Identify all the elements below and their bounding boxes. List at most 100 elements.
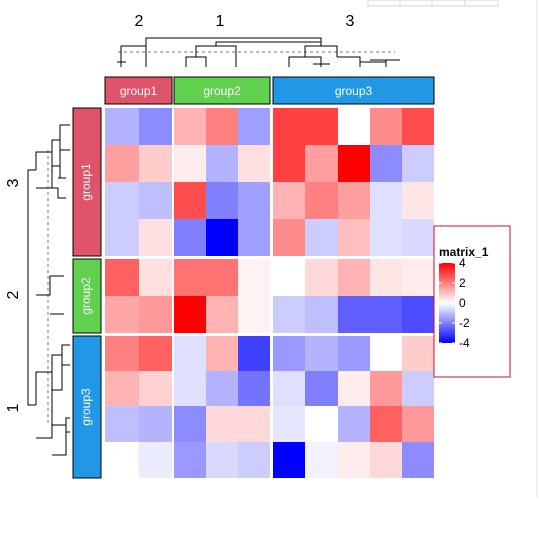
heatmap-cell <box>105 108 139 145</box>
heatmap-cell <box>238 442 270 478</box>
heatmap-cell <box>370 145 402 182</box>
heatmap-cell <box>174 182 206 219</box>
column-group-label: group2 <box>203 84 241 98</box>
heatmap-cell <box>206 442 238 478</box>
heatmap-cell <box>174 296 206 333</box>
heatmap-cell <box>402 108 434 145</box>
legend-tick-label: -4 <box>459 336 470 350</box>
heatmap-cell <box>370 336 402 371</box>
heatmap-cell <box>338 442 370 478</box>
row-dendrogram-branch <box>35 371 53 439</box>
row-cluster-label: 1 <box>5 403 22 412</box>
legend-tick-label: -2 <box>459 316 470 330</box>
heatmap-cell <box>338 371 370 406</box>
heatmap-cell <box>238 145 270 182</box>
heatmap-cell <box>305 145 338 182</box>
heatmap-cell <box>206 145 238 182</box>
heatmap-cell <box>402 296 434 333</box>
heatmap-cell <box>370 259 402 296</box>
heatmap-cell <box>273 336 305 371</box>
heatmap-cell <box>370 406 402 442</box>
heatmap-cell <box>305 406 338 442</box>
heatmap-cell <box>402 442 434 478</box>
heatmap-cell <box>238 108 270 145</box>
heatmap-cell <box>370 108 402 145</box>
heatmap-cell <box>338 145 370 182</box>
heatmap-cell <box>206 182 238 219</box>
column-dendrogram-labels: 2 1 3 <box>135 13 355 30</box>
row-group-box <box>72 335 102 479</box>
heatmap-cell <box>105 336 139 371</box>
heatmap-cell <box>139 406 172 442</box>
heatmap-cell <box>305 182 338 219</box>
heatmap-cell <box>402 406 434 442</box>
heatmap-cell <box>105 145 139 182</box>
column-group-annotations: group1 group2 group3 <box>104 76 435 105</box>
row-group-box <box>72 107 102 257</box>
row-cluster-label: 3 <box>5 178 22 187</box>
column-dendrogram-branch <box>288 56 322 67</box>
heatmap-cell <box>105 219 139 256</box>
heatmap-cell <box>238 296 270 333</box>
heatmap-cell <box>139 259 172 296</box>
row-dendrogram-branch <box>51 139 61 167</box>
heatmap-cell <box>105 406 139 442</box>
column-dendrogram-branch <box>120 45 147 67</box>
heatmap-cell <box>139 336 172 371</box>
legend-color-bar <box>439 263 455 343</box>
heatmap-cell <box>206 296 238 333</box>
column-dendrogram-branch <box>304 45 338 57</box>
heatmap-cell <box>273 108 305 145</box>
row-group-label: group3 <box>79 388 93 426</box>
heatmap-cell <box>238 371 270 406</box>
row-group-label: group2 <box>79 277 93 315</box>
row-dendrogram-branch <box>27 169 36 406</box>
heatmap-cell <box>273 182 305 219</box>
heatmap-cell <box>305 371 338 406</box>
heatmap-cell <box>402 336 434 371</box>
heatmap-cell <box>305 296 338 333</box>
column-dendrogram-branch <box>313 63 330 67</box>
heatmap-cell <box>206 108 238 145</box>
column-group-label: group1 <box>120 84 158 98</box>
column-cluster-label: 2 <box>135 13 144 30</box>
heatmap-cells <box>105 108 434 478</box>
heatmap-cell <box>105 442 139 478</box>
heatmap-cell <box>402 259 434 296</box>
column-dendrogram-branch <box>215 41 322 46</box>
heatmap-cell <box>370 219 402 256</box>
heatmap-cell <box>174 442 206 478</box>
heatmap-cell <box>370 296 402 333</box>
heatmap-cell <box>370 182 402 219</box>
heatmap-cell <box>370 442 402 478</box>
heatmap-cell <box>174 219 206 256</box>
column-cluster-label: 1 <box>216 13 225 30</box>
heatmap-cell <box>273 219 305 256</box>
heatmap-cell <box>139 108 172 145</box>
heatmap-cell <box>206 371 238 406</box>
row-dendrogram-branch <box>51 424 67 456</box>
legend-tick-label: 4 <box>459 256 466 270</box>
heatmap-cell <box>273 442 305 478</box>
heatmap-cell <box>105 371 139 406</box>
heatmap-cell <box>402 182 434 219</box>
heatmap-cell <box>305 219 338 256</box>
heatmap-cell <box>338 406 370 442</box>
heatmap-cell <box>174 259 206 296</box>
heatmap-cell <box>206 219 238 256</box>
row-dendrogram-branch <box>59 124 70 151</box>
heatmap-cell <box>174 145 206 182</box>
heatmap-cell <box>206 406 238 442</box>
heatmap-cell <box>206 259 238 296</box>
heatmap-cell <box>273 296 305 333</box>
row-group-label: group1 <box>79 163 93 201</box>
heatmap-cell <box>338 182 370 219</box>
heatmap-cell <box>338 259 370 296</box>
heatmap-cell <box>305 442 338 478</box>
column-group-box <box>272 76 435 105</box>
heatmap-cell <box>206 336 238 371</box>
heatmap-cell <box>305 259 338 296</box>
heatmap-cell <box>238 406 270 442</box>
heatmap-cell <box>105 296 139 333</box>
